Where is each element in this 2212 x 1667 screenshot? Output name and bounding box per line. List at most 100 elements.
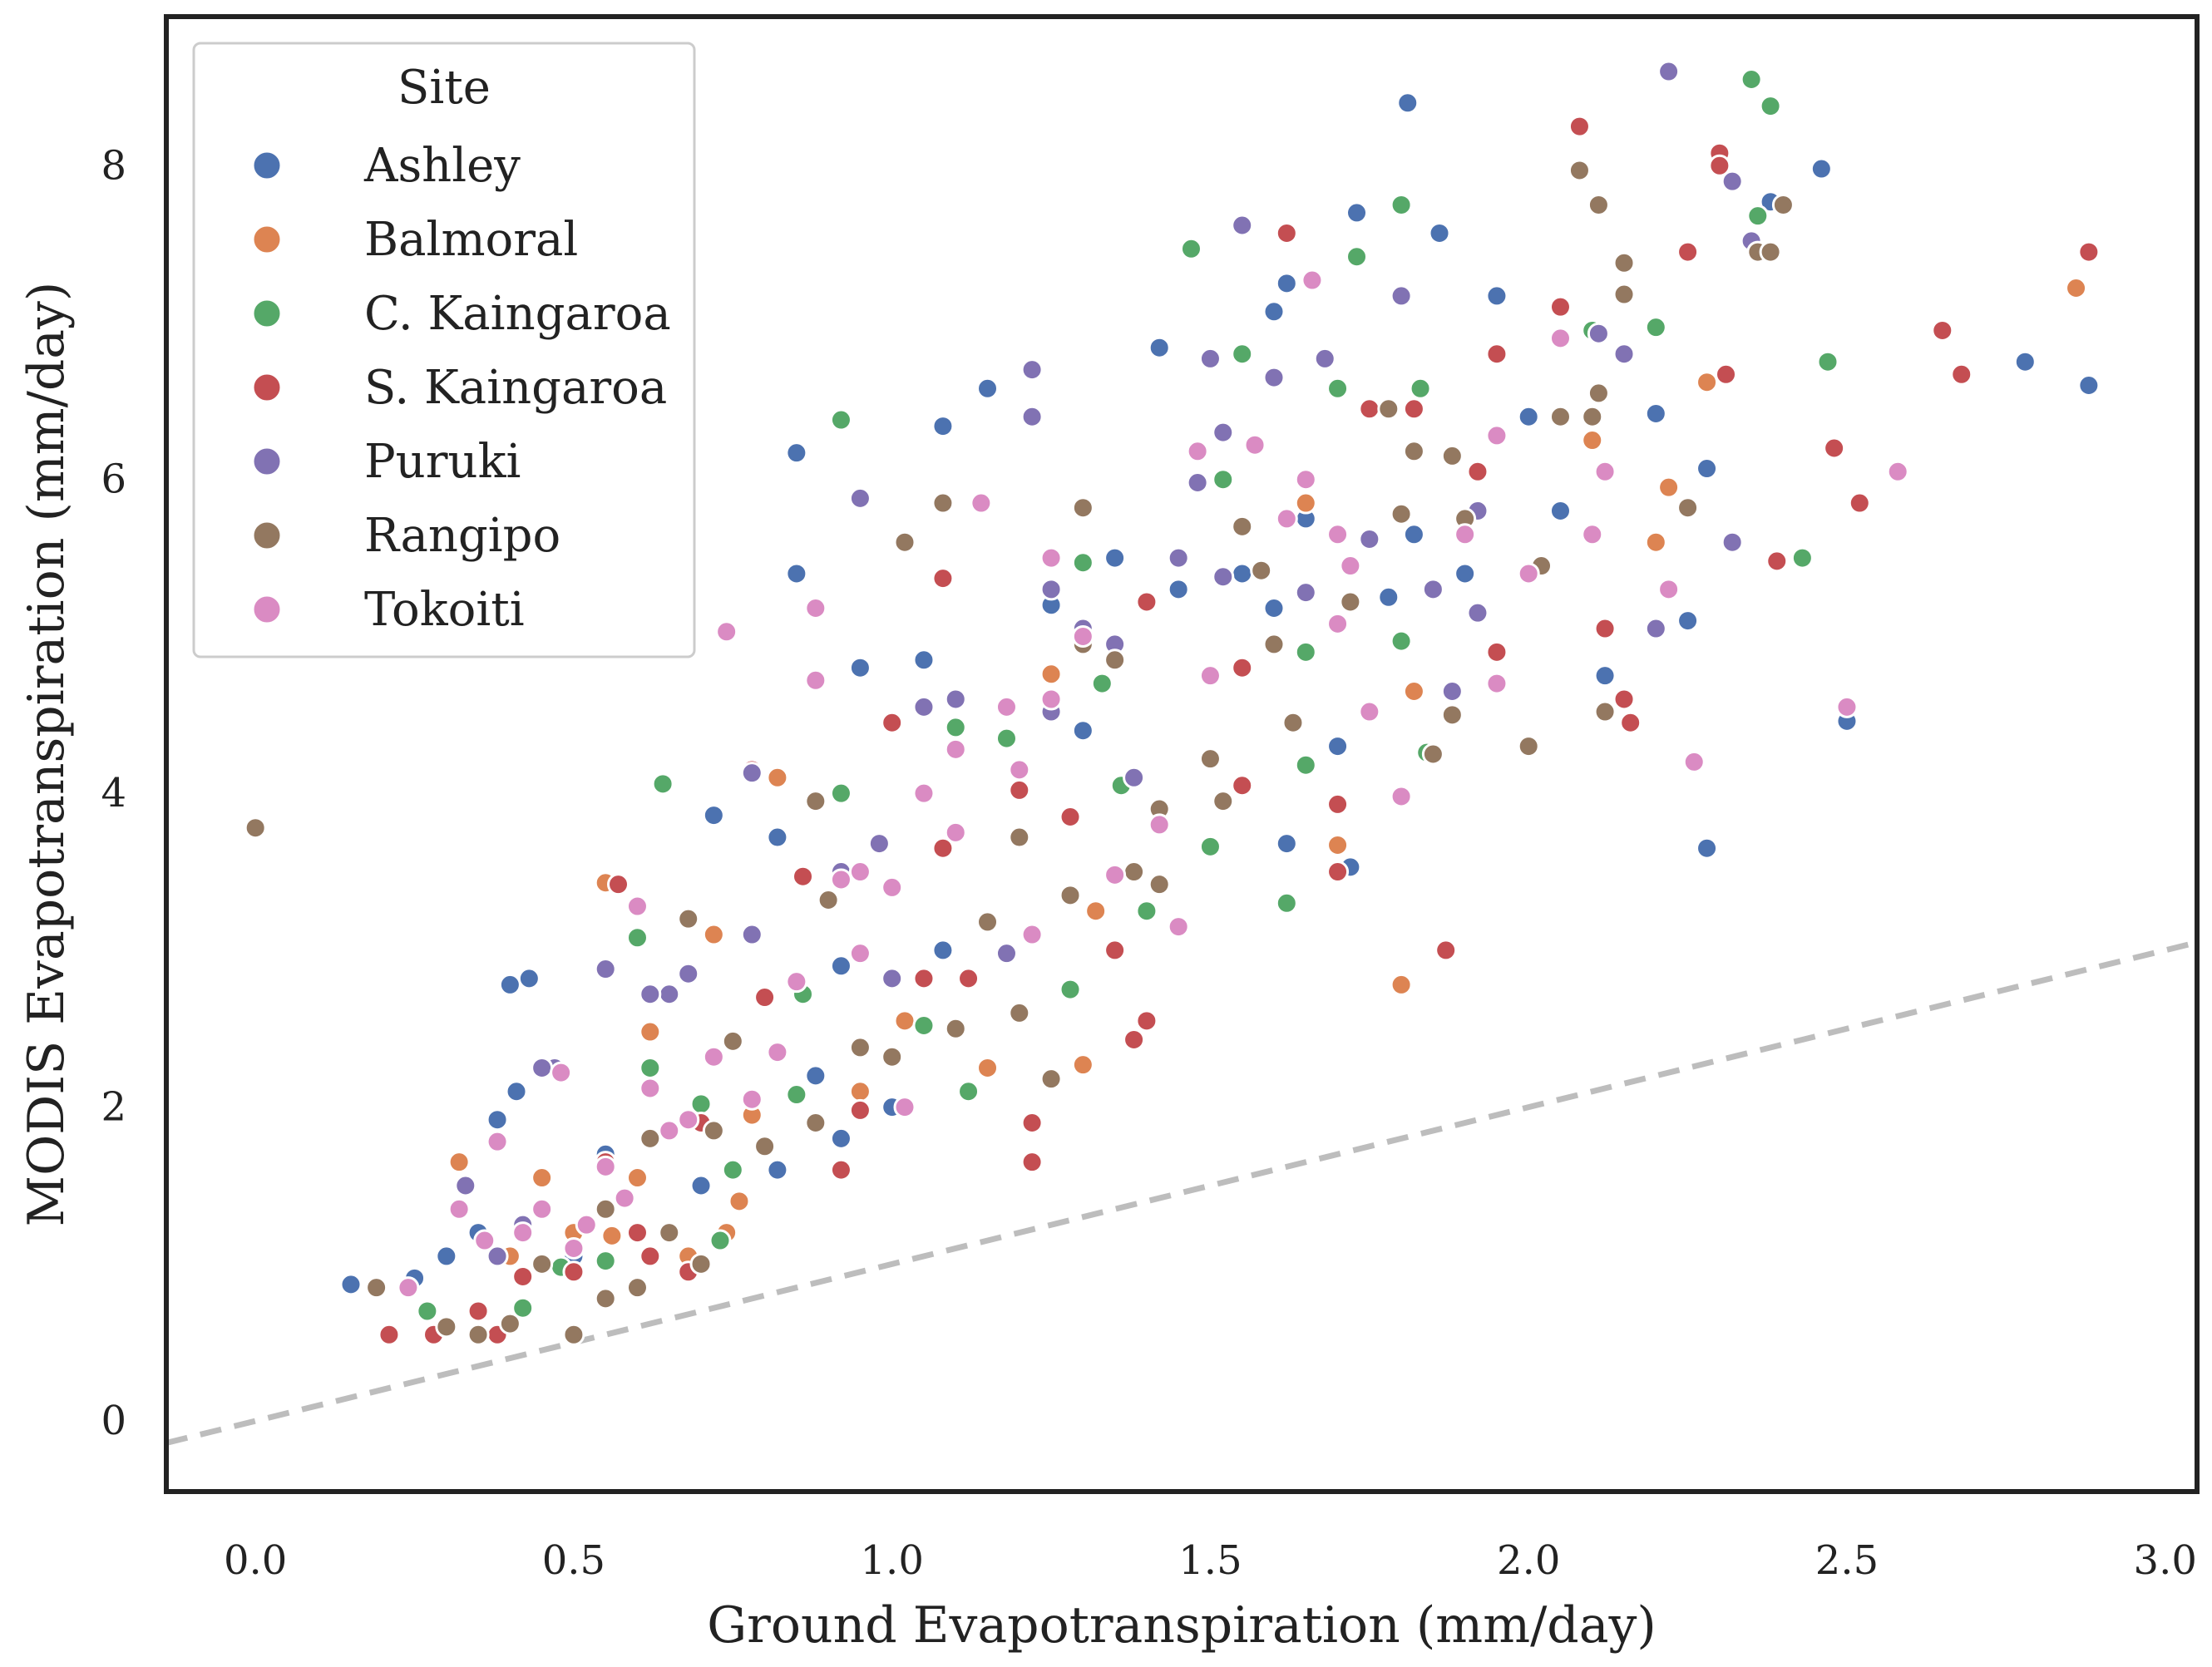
data-point <box>1039 578 1063 601</box>
data-point <box>1198 664 1222 688</box>
data-point <box>867 832 891 856</box>
data-point <box>1676 609 1700 633</box>
data-point <box>1123 766 1146 789</box>
data-point <box>486 1245 509 1268</box>
data-point <box>1593 460 1617 483</box>
data-point <box>1008 778 1031 801</box>
data-point <box>702 804 725 827</box>
data-point <box>931 939 955 962</box>
data-point <box>995 695 1018 718</box>
data-point <box>639 1020 662 1043</box>
legend-marker <box>251 224 283 255</box>
data-point <box>1485 640 1508 663</box>
data-point <box>740 923 763 946</box>
data-point <box>753 1135 777 1158</box>
data-point <box>785 562 808 585</box>
data-point <box>1396 91 1420 115</box>
data-point <box>1212 468 1235 491</box>
series-tokoiti <box>397 269 1909 1300</box>
data-point <box>467 1323 490 1346</box>
data-point <box>1593 700 1617 723</box>
data-point <box>486 1108 509 1132</box>
series-puruki <box>454 60 1763 1268</box>
data-point <box>702 923 725 946</box>
data-point <box>1644 530 1667 554</box>
data-point <box>1167 915 1190 939</box>
legend-marker <box>251 150 283 181</box>
data-point <box>1835 695 1859 718</box>
data-point <box>1020 1112 1044 1134</box>
data-point <box>511 1265 535 1288</box>
data-point <box>1746 205 1770 228</box>
data-point <box>378 1323 401 1346</box>
data-point <box>1593 664 1617 688</box>
data-point <box>912 967 936 990</box>
data-point <box>1148 873 1171 896</box>
data-point <box>1721 170 1744 193</box>
data-point <box>715 620 738 644</box>
data-point <box>829 954 852 978</box>
data-point <box>454 1174 477 1197</box>
data-point <box>944 737 967 761</box>
data-point <box>1358 397 1381 421</box>
data-point <box>1275 507 1298 530</box>
data-point <box>702 1045 725 1068</box>
data-point <box>639 1127 662 1150</box>
data-point <box>881 967 904 990</box>
data-point <box>1294 581 1317 604</box>
data-point <box>1587 322 1610 345</box>
data-point <box>1198 835 1222 858</box>
data-point <box>562 1260 585 1284</box>
data-point <box>848 861 871 884</box>
data-point <box>1612 343 1636 366</box>
data-point <box>1059 805 1082 828</box>
data-point <box>531 1166 554 1190</box>
x-tick-label: 2.0 <box>1497 1537 1560 1584</box>
data-point <box>766 1158 789 1181</box>
data-point <box>1198 347 1222 370</box>
data-point <box>829 1158 852 1181</box>
data-point <box>594 1155 617 1178</box>
data-point <box>1390 785 1413 808</box>
data-point <box>1039 1068 1063 1091</box>
data-point <box>575 1213 598 1236</box>
data-point <box>912 1014 936 1037</box>
data-point <box>1548 327 1572 350</box>
data-point <box>931 836 955 860</box>
data-point <box>365 1276 388 1300</box>
data-point <box>785 970 808 994</box>
data-point <box>785 1083 808 1107</box>
data-point <box>1071 624 1094 648</box>
data-point <box>1345 245 1369 269</box>
data-point <box>625 926 649 949</box>
series-balmoral <box>447 276 2088 1268</box>
data-point <box>848 942 871 965</box>
y-tick-label: 8 <box>101 142 126 189</box>
legend-label: Puruki <box>364 435 521 489</box>
legend: Site Ashley Balmoral C. Kaingaroa S. Kainga… <box>192 42 696 658</box>
data-point <box>848 1098 871 1122</box>
data-point <box>600 1224 624 1247</box>
data-point <box>1326 377 1350 400</box>
data-point <box>1434 939 1458 962</box>
data-point <box>1090 672 1113 695</box>
data-point <box>1071 496 1094 520</box>
data-point <box>1198 747 1222 771</box>
data-point <box>1135 590 1158 614</box>
data-point <box>912 695 936 718</box>
data-point <box>1676 496 1700 520</box>
data-point <box>1517 735 1540 758</box>
data-point <box>976 1056 1000 1079</box>
data-point <box>1485 284 1508 308</box>
data-point <box>1517 562 1540 585</box>
data-point <box>244 816 267 840</box>
data-point <box>1612 688 1636 711</box>
data-point <box>944 1017 967 1040</box>
data-point <box>1020 405 1044 428</box>
data-point <box>944 716 967 739</box>
data-point <box>2077 374 2101 397</box>
data-point <box>1402 680 1425 703</box>
legend-item: Rangipo <box>251 509 560 563</box>
data-point <box>594 1250 617 1273</box>
data-point <box>1421 578 1444 601</box>
